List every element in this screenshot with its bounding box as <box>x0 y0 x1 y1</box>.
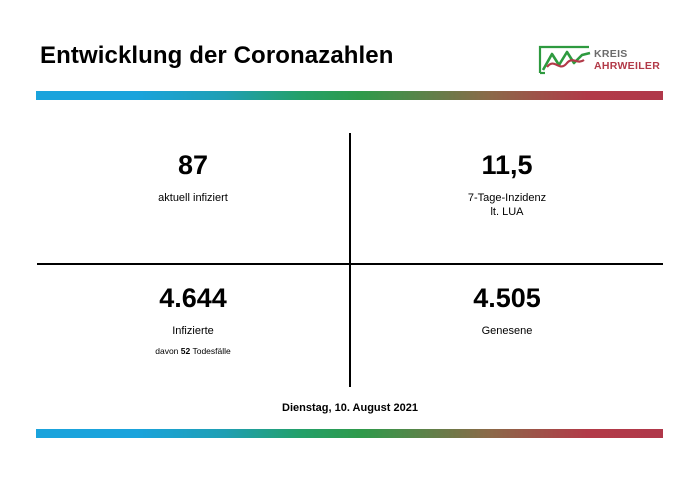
stat-recovered-label: Genesene <box>481 325 533 337</box>
logo-text-ahrweiler: AHRWEILER <box>594 60 661 72</box>
stat-incidence-label-line2: lt. LUA <box>490 206 524 218</box>
kreis-ahrweiler-logo: KREIS AHRWEILER <box>537 43 667 77</box>
stat-incidence-value: 11,5 <box>481 150 533 180</box>
stat-total-infected-label: Infizierte <box>172 325 214 337</box>
header-gradient-bar <box>36 91 663 100</box>
footer-gradient-bar <box>36 429 663 438</box>
stat-deaths-value: 52 <box>180 346 191 356</box>
stat-total-infected: 4.644 Infizierte davon 52 Todesfälle <box>37 281 349 356</box>
stat-recovered: 4.505 Genesene <box>351 281 663 338</box>
stat-deaths-suffix: Todesfälle <box>192 346 231 356</box>
stat-deaths-note: davon 52 Todesfälle <box>37 346 349 356</box>
stat-total-infected-value: 4.644 <box>159 283 227 313</box>
stat-incidence-label-line1: 7-Tage-Inzidenz <box>467 192 547 204</box>
kreis-ahrweiler-logo-icon <box>538 45 591 75</box>
horizontal-divider <box>37 263 663 265</box>
stat-current-infected-label: aktuell infiziert <box>158 192 228 204</box>
page-title: Entwicklung der Coronazahlen <box>40 42 394 69</box>
vertical-divider <box>349 133 351 387</box>
stat-deaths-prefix: davon <box>155 346 179 356</box>
stat-recovered-value: 4.505 <box>473 283 541 313</box>
stat-incidence-label: 7-Tage-Inzidenz lt. LUA <box>351 191 663 219</box>
logo-text: KREIS AHRWEILER <box>594 48 660 72</box>
report-date: Dienstag, 10. August 2021 <box>282 402 418 414</box>
stat-current-infected: 87 aktuell infiziert <box>37 148 349 205</box>
logo-text-kreis: KREIS <box>594 48 628 60</box>
stat-incidence: 11,5 7-Tage-Inzidenz lt. LUA <box>351 148 663 219</box>
stat-current-infected-value: 87 <box>177 150 209 180</box>
